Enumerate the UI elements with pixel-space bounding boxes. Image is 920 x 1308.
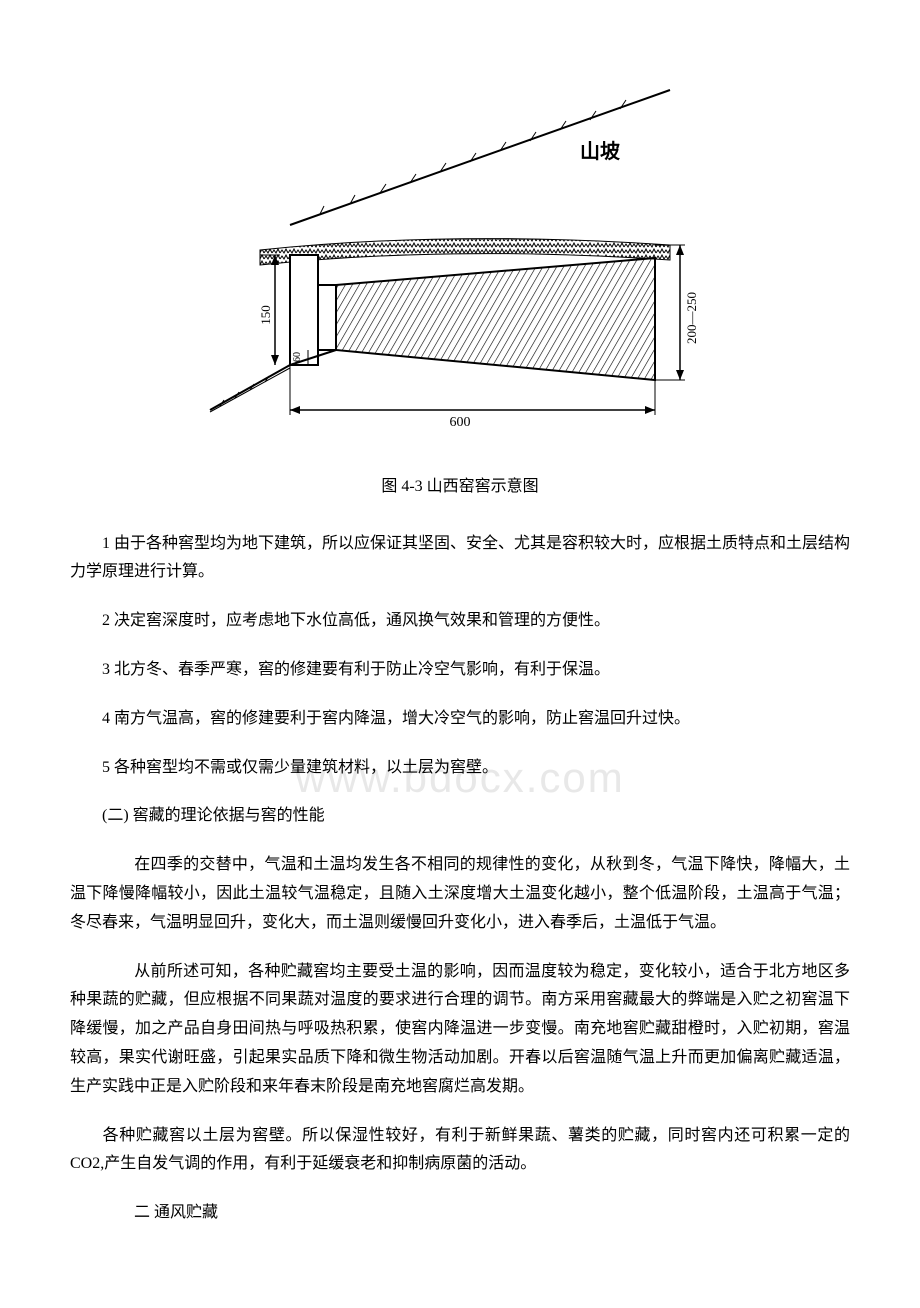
paragraph-1-text: 1 由于各种窖型均为地下建筑，所以应保证其坚固、安全、尤其是容积较大时，应根据土… <box>70 535 850 581</box>
cellar-diagram-svg: 山坡 60 <box>200 80 720 450</box>
paragraph-2: 2 决定窖深度时，应考虑地下水位高低，通风换气效果和管理的方便性。 <box>70 607 850 636</box>
label-slope: 山坡 <box>580 140 621 163</box>
section-heading-text: (二) 窖藏的理论依据与窖的性能 <box>102 807 325 824</box>
paragraph-2-text: 2 决定窖深度时，应考虑地下水位高低，通风换气效果和管理的方便性。 <box>102 612 610 629</box>
paragraph-9-text: 各种贮藏窖以土层为窖壁。所以保湿性较好，有利于新鲜果蔬、薯类的贮藏，同时窖内还可… <box>70 1127 850 1173</box>
section-heading: (二) 窖藏的理论依据与窖的性能 <box>70 802 850 831</box>
paragraph-8: 从前所述可知，各种贮藏窖均主要受土温的影响，因而温度较为稳定，变化较小，适合于北… <box>70 958 850 1102</box>
figure-caption: 图 4-3 山西窑窖示意图 <box>70 473 850 502</box>
label-width: 600 <box>450 415 471 430</box>
paragraph-3-text: 3 北方冬、春季严寒，窖的修建要有利于防止冷空气影响，有利于保温。 <box>102 661 610 678</box>
paragraph-1: 1 由于各种窖型均为地下建筑，所以应保证其坚固、安全、尤其是容积较大时，应根据土… <box>70 530 850 588</box>
label-height-left: 150 <box>258 305 273 325</box>
paragraph-7: 在四季的交替中，气温和土温均发生各不相同的规律性的变化，从秋到冬，气温下降快，降… <box>70 851 850 937</box>
paragraph-10-text: 二 通风贮藏 <box>134 1204 218 1221</box>
figure-container: 山坡 60 <box>70 80 850 461</box>
paragraph-7-text: 在四季的交替中，气温和土温均发生各不相同的规律性的变化，从秋到冬，气温下降快，降… <box>70 856 850 931</box>
paragraph-3: 3 北方冬、春季严寒，窖的修建要有利于防止冷空气影响，有利于保温。 <box>70 656 850 685</box>
paragraph-9: 各种贮藏窖以土层为窖壁。所以保湿性较好，有利于新鲜果蔬、薯类的贮藏，同时窖内还可… <box>70 1122 850 1180</box>
paragraph-5: 5 各种窖型均不需或仅需少量建筑材料，以土层为窖壁。 <box>70 754 850 783</box>
paragraph-5-text: 5 各种窖型均不需或仅需少量建筑材料，以土层为窖壁。 <box>102 759 498 776</box>
paragraph-8-text: 从前所述可知，各种贮藏窖均主要受土温的影响，因而温度较为稳定，变化较小，适合于北… <box>70 963 850 1095</box>
paragraph-4-text: 4 南方气温高，窖的修建要利于窖内降温，增大冷空气的影响，防止窖温回升过快。 <box>102 710 690 727</box>
paragraph-4: 4 南方气温高，窖的修建要利于窖内降温，增大冷空气的影响，防止窖温回升过快。 <box>70 705 850 734</box>
label-height-right: 200—250 <box>684 292 699 344</box>
paragraph-10: 二 通风贮藏 <box>70 1199 850 1228</box>
